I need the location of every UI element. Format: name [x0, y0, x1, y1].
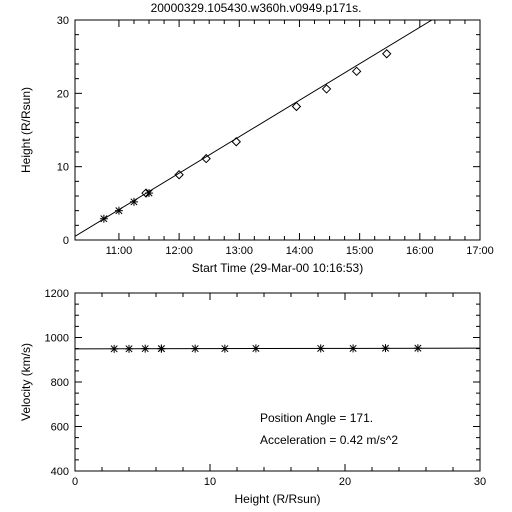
- x-axis-label: Height (R/Rsun): [234, 492, 320, 506]
- xtick-label: 17:00: [466, 245, 494, 257]
- ytick-label: 800: [51, 377, 69, 389]
- asterisk-marker: [317, 344, 325, 352]
- asterisk-marker: [252, 344, 260, 352]
- xtick-label: 13:00: [226, 245, 254, 257]
- y-axis-label: Velocity (km/s): [19, 343, 33, 421]
- figure-container: { "figure": { "width": 512, "height": 51…: [0, 0, 512, 512]
- figure-svg: 20000329.105430.w360h.v0949.p171s. 11:00 1…: [0, 0, 512, 512]
- xtick-label: 11:00: [106, 245, 133, 257]
- xtick-label: 15:00: [346, 245, 374, 257]
- ytick-label: 20: [57, 88, 69, 100]
- asterisk-marker: [349, 344, 357, 352]
- asterisk-marker: [221, 345, 229, 353]
- xtick-label: 20: [339, 476, 351, 488]
- asterisk-marker: [157, 345, 165, 353]
- asterisk-marker: [125, 345, 133, 353]
- ytick-label: 400: [51, 466, 69, 478]
- xtick-label: 30: [474, 476, 486, 488]
- y-axis-label: Height (R/Rsun): [19, 87, 33, 173]
- asterisk-marker: [100, 215, 108, 223]
- xtick-label: 16:00: [406, 245, 434, 257]
- ytick-label: 0: [63, 235, 69, 247]
- ytick-label: 600: [51, 422, 69, 434]
- asterisk-marker: [141, 345, 149, 353]
- figure-title: 20000329.105430.w360h.v0949.p171s.: [151, 1, 362, 15]
- annotation-text: Position Angle = 171.: [260, 411, 373, 425]
- asterisk-marker: [414, 344, 422, 352]
- asterisk-marker: [191, 345, 199, 353]
- asterisk-marker: [115, 207, 123, 215]
- ytick-label: 1000: [45, 333, 69, 345]
- asterisk-marker: [382, 344, 390, 352]
- asterisk-marker: [145, 189, 153, 197]
- ytick-label: 10: [57, 162, 69, 174]
- xtick-label: 0: [72, 476, 78, 488]
- annotation-text: Acceleration = 0.42 m/s^2: [260, 433, 398, 447]
- asterisk-marker: [110, 345, 118, 353]
- xtick-label: 12:00: [165, 245, 193, 257]
- ytick-label: 1200: [45, 288, 69, 300]
- xtick-label: 10: [204, 476, 216, 488]
- ytick-label: 30: [57, 15, 69, 27]
- xtick-label: 14:00: [286, 245, 314, 257]
- asterisk-marker: [130, 198, 138, 206]
- x-axis-label: Start Time (29-Mar-00 10:16:53): [192, 261, 363, 275]
